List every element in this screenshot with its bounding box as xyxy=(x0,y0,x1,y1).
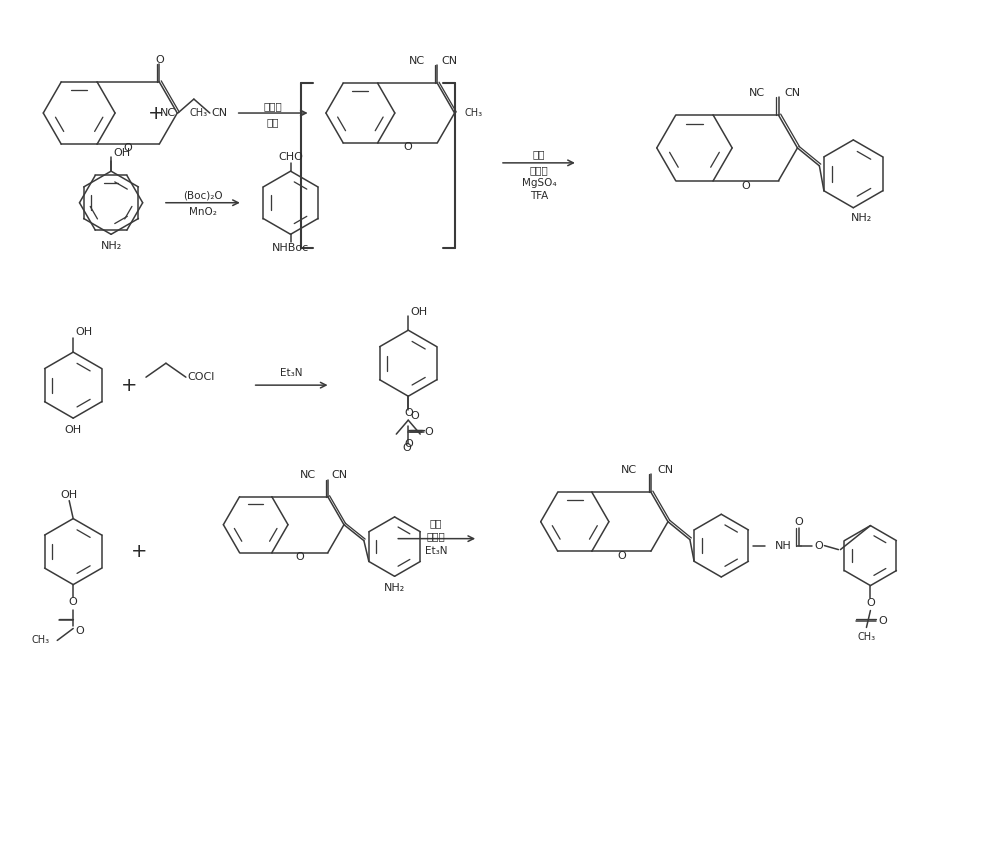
Text: NH: NH xyxy=(775,541,791,550)
Text: CH₃: CH₃ xyxy=(189,108,207,118)
Text: O: O xyxy=(424,427,433,437)
Text: +: + xyxy=(121,375,137,394)
Text: NC: NC xyxy=(160,108,176,118)
Text: CN: CN xyxy=(332,470,348,480)
Text: +: + xyxy=(148,104,164,123)
Text: NC: NC xyxy=(300,470,316,480)
Text: NC: NC xyxy=(749,88,765,99)
Text: CHO: CHO xyxy=(278,153,303,162)
Text: NC: NC xyxy=(409,57,425,66)
Text: O: O xyxy=(617,551,626,561)
Text: O: O xyxy=(794,517,803,527)
Text: OH: OH xyxy=(75,327,92,337)
Text: OH: OH xyxy=(410,308,427,317)
Text: MgSO₄: MgSO₄ xyxy=(522,177,556,188)
Text: OH: OH xyxy=(113,148,130,159)
Text: OH: OH xyxy=(61,489,78,500)
Text: CH₃: CH₃ xyxy=(465,108,483,118)
Text: Et₃N: Et₃N xyxy=(280,369,303,378)
Text: CN: CN xyxy=(785,88,801,99)
Text: Et₃N: Et₃N xyxy=(425,546,447,555)
Text: 乙酸酐: 乙酸酐 xyxy=(263,101,282,111)
Text: NH₂: NH₂ xyxy=(851,213,872,223)
Text: O: O xyxy=(69,596,78,607)
Text: +: + xyxy=(131,542,147,561)
Text: O: O xyxy=(814,541,823,550)
Text: O: O xyxy=(878,616,887,626)
Text: O: O xyxy=(410,411,419,421)
Text: CN: CN xyxy=(212,108,228,118)
Text: O: O xyxy=(866,597,875,608)
Text: COCl: COCl xyxy=(188,372,215,382)
Text: O: O xyxy=(295,552,304,561)
Text: 哌啶: 哌啶 xyxy=(533,149,545,159)
Text: TFA: TFA xyxy=(530,191,548,201)
Text: O: O xyxy=(403,142,412,152)
Text: NC: NC xyxy=(621,465,637,476)
Text: O: O xyxy=(155,55,164,65)
Text: 吡啶: 吡啶 xyxy=(430,518,442,528)
Text: CH₃: CH₃ xyxy=(857,632,876,643)
Text: NH₂: NH₂ xyxy=(384,584,405,593)
Text: OH: OH xyxy=(65,425,82,435)
Text: (Boc)₂O: (Boc)₂O xyxy=(183,191,223,201)
Text: O: O xyxy=(402,443,411,453)
Text: O: O xyxy=(404,408,413,418)
Text: O: O xyxy=(404,439,413,449)
Text: CH₃: CH₃ xyxy=(31,635,49,645)
Text: MnO₂: MnO₂ xyxy=(189,207,217,217)
Text: O: O xyxy=(742,181,750,190)
Text: 回流: 回流 xyxy=(266,117,279,127)
Text: O: O xyxy=(124,143,133,153)
Text: O: O xyxy=(75,626,84,637)
Text: NH₂: NH₂ xyxy=(100,242,122,251)
Text: 三光气: 三光气 xyxy=(427,531,446,542)
Text: NHBoc: NHBoc xyxy=(272,243,309,254)
Text: 冰醋酸: 冰醋酸 xyxy=(530,165,548,175)
Text: CN: CN xyxy=(657,465,673,476)
Text: CN: CN xyxy=(441,57,457,66)
